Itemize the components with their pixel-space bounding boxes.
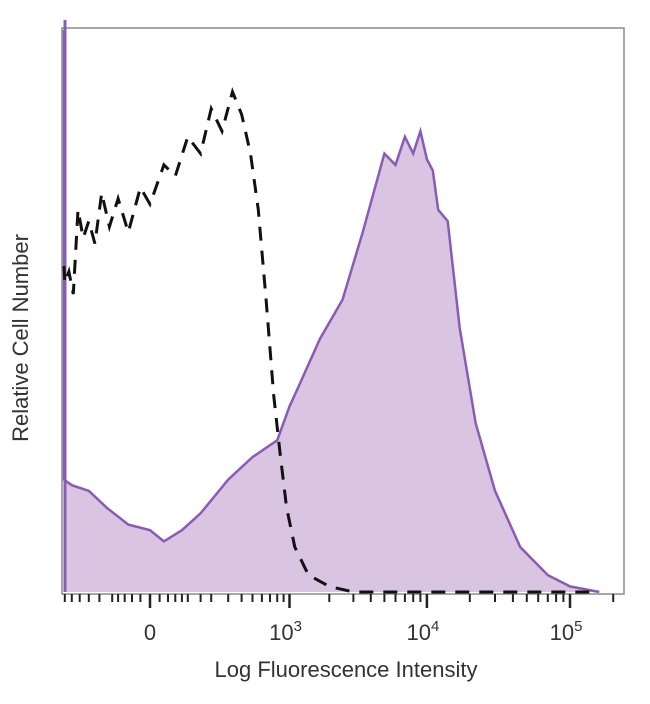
x-tick-label: 104 bbox=[406, 618, 439, 645]
y-axis-title: Relative Cell Number bbox=[8, 234, 33, 442]
x-tick-label: 103 bbox=[269, 618, 302, 645]
x-axis-title: Log Fluorescence Intensity bbox=[215, 657, 478, 682]
stained-series-area bbox=[64, 30, 600, 592]
series-layer bbox=[62, 20, 600, 594]
x-tick-label: 0 bbox=[144, 620, 156, 645]
stained-series-outline bbox=[62, 30, 600, 594]
x-tick-label: 105 bbox=[550, 618, 583, 645]
control-series-line bbox=[62, 87, 600, 594]
plot-frame bbox=[61, 27, 625, 595]
x-axis: 0 103 104 105 bbox=[63, 594, 615, 645]
